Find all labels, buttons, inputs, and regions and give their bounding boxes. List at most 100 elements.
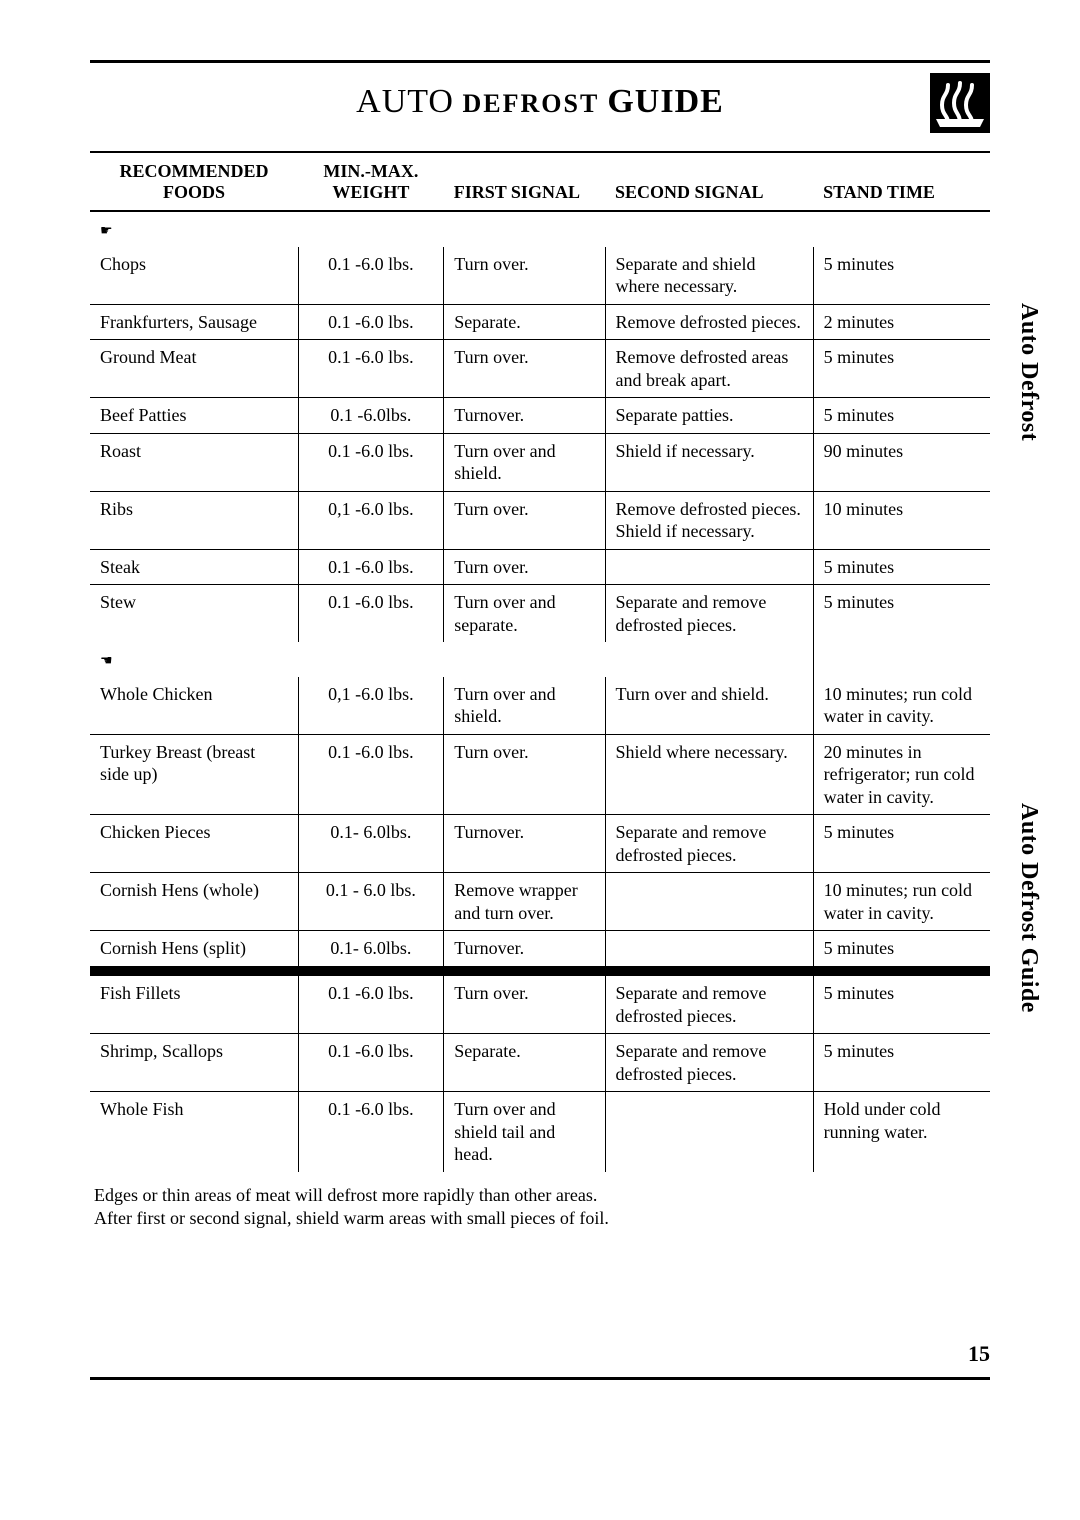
cell-stand: 5 minutes [813,976,990,1034]
header-foods-l1: RECOMMENDED [120,161,269,181]
cell-stand: 5 minutes [813,931,990,966]
cell-first: Turn over and shield. [444,677,605,735]
table-row: Whole Fish 0.1 -6.0 lbs. Turn over and s… [90,1092,990,1172]
defrost-icon [930,73,990,133]
cell-weight: 0.1 -6.0 lbs. [298,585,444,643]
cell-second: Remove defrosted areas and break apart. [605,340,813,398]
title-guide: GUIDE [607,83,723,120]
section-mark-icon: ☛ [100,224,113,239]
cell-weight: 0.1 -6.0 lbs. [298,247,444,305]
table-row: Stew 0.1 -6.0 lbs. Turn over and separat… [90,585,990,643]
table-row: Whole Chicken 0,1 -6.0 lbs. Turn over an… [90,677,990,735]
cell-second: Remove defrosted pieces. [605,304,813,340]
footnote-line1: Edges or thin areas of meat will defrost… [94,1184,990,1207]
cell-weight: 0.1 - 6.0 lbs. [298,873,444,931]
cell-stand: 90 minutes [813,433,990,491]
cell-stand: 5 minutes [813,549,990,585]
page-number: 15 [968,1341,990,1367]
cell-second [605,1092,813,1172]
cell-food: Steak [90,549,298,585]
cell-first: Turn over. [444,549,605,585]
defrost-table: RECOMMENDED FOODS MIN.-MAX. WEIGHT FIRST… [90,151,990,1172]
table-row: Chops 0.1 -6.0 lbs. Turn over. Separate … [90,247,990,305]
cell-second: Separate and shield where necessary. [605,247,813,305]
cell-first: Turn over. [444,491,605,549]
cell-food: Chops [90,247,298,305]
cell-first: Turnover. [444,815,605,873]
header-first: FIRST SIGNAL [444,152,605,211]
cell-first: Turn over. [444,340,605,398]
cell-second: Separate and remove defrosted pieces. [605,976,813,1034]
cell-second: Separate and remove defrosted pieces. [605,585,813,643]
cell-stand: 10 minutes; run cold water in cavity. [813,873,990,931]
cell-first: Turnover. [444,931,605,966]
table-row: Turkey Breast (breast side up) 0.1 -6.0 … [90,734,990,815]
cell-first: Turnover. [444,398,605,434]
cell-food: Roast [90,433,298,491]
cell-weight: 0.1 -6.0 lbs. [298,976,444,1034]
cell-stand: 5 minutes [813,398,990,434]
cell-weight: 0,1 -6.0 lbs. [298,677,444,735]
cell-weight: 0.1 -6.0lbs. [298,398,444,434]
cell-second: Separate and remove defrosted pieces. [605,1034,813,1092]
section-mark-row: ☚ [90,642,990,677]
table-row: Steak 0.1 -6.0 lbs. Turn over. 5 minutes [90,549,990,585]
page-title: AUTO DEFROST GUIDE [356,83,724,121]
header-stand: STAND TIME [813,152,990,211]
cell-stand: 5 minutes [813,340,990,398]
cell-first: Turn over and shield tail and head. [444,1092,605,1172]
cell-stand: Hold under cold running water. [813,1092,990,1172]
cell-stand: 20 minutes in refrigerator; run cold wat… [813,734,990,815]
header-foods: RECOMMENDED FOODS [90,152,298,211]
header-foods-l2: FOODS [163,182,225,202]
header-second: SECOND SIGNAL [605,152,813,211]
cell-food: Stew [90,585,298,643]
table-row: Fish Fillets 0.1 -6.0 lbs. Turn over. Se… [90,976,990,1034]
cell-food: Chicken Pieces [90,815,298,873]
title-auto: AUTO [356,83,454,120]
cell-weight: 0.1 -6.0 lbs. [298,549,444,585]
cell-stand: 5 minutes [813,585,990,643]
cell-weight: 0.1 -6.0 lbs. [298,1034,444,1092]
cell-weight: 0.1 -6.0 lbs. [298,340,444,398]
table-row: Shrimp, Scallops 0.1 -6.0 lbs. Separate.… [90,1034,990,1092]
cell-food: Frankfurters, Sausage [90,304,298,340]
side-label-auto-defrost-guide: Auto Defrost Guide [1015,803,1042,1013]
cell-food: Whole Fish [90,1092,298,1172]
cell-food: Ground Meat [90,340,298,398]
table-row: Beef Patties 0.1 -6.0lbs. Turnover. Sepa… [90,398,990,434]
cell-first: Turn over. [444,734,605,815]
table-row: Ribs 0,1 -6.0 lbs. Turn over. Remove def… [90,491,990,549]
cell-first: Remove wrapper and turn over. [444,873,605,931]
cell-weight: 0.1- 6.0lbs. [298,815,444,873]
header-weight-l2: WEIGHT [332,182,409,202]
cell-second [605,549,813,585]
cell-food: Fish Fillets [90,976,298,1034]
cell-second: Separate and remove defrosted pieces. [605,815,813,873]
cell-food: Shrimp, Scallops [90,1034,298,1092]
cell-stand: 2 minutes [813,304,990,340]
table-row: Ground Meat 0.1 -6.0 lbs. Turn over. Rem… [90,340,990,398]
cell-weight: 0.1- 6.0lbs. [298,931,444,966]
cell-first: Turn over and separate. [444,585,605,643]
cell-second: Shield if necessary. [605,433,813,491]
section-mark-icon: ☚ [100,654,113,669]
table-row: Roast 0.1 -6.0 lbs. Turn over and shield… [90,433,990,491]
cell-first: Turn over and shield. [444,433,605,491]
section-divider [90,966,990,976]
header-weight-l1: MIN.-MAX. [323,161,418,181]
title-row: AUTO DEFROST GUIDE [90,63,990,151]
cell-stand: 5 minutes [813,247,990,305]
cell-weight: 0,1 -6.0 lbs. [298,491,444,549]
cell-weight: 0.1 -6.0 lbs. [298,734,444,815]
cell-second: Turn over and shield. [605,677,813,735]
cell-first: Turn over. [444,247,605,305]
cell-stand: 10 minutes [813,491,990,549]
cell-stand: 5 minutes [813,1034,990,1092]
table-row: Frankfurters, Sausage 0.1 -6.0 lbs. Sepa… [90,304,990,340]
cell-food: Turkey Breast (breast side up) [90,734,298,815]
table-header-row: RECOMMENDED FOODS MIN.-MAX. WEIGHT FIRST… [90,152,990,211]
cell-weight: 0.1 -6.0 lbs. [298,1092,444,1172]
cell-food: Beef Patties [90,398,298,434]
table-row: Cornish Hens (split) 0.1- 6.0lbs. Turnov… [90,931,990,966]
